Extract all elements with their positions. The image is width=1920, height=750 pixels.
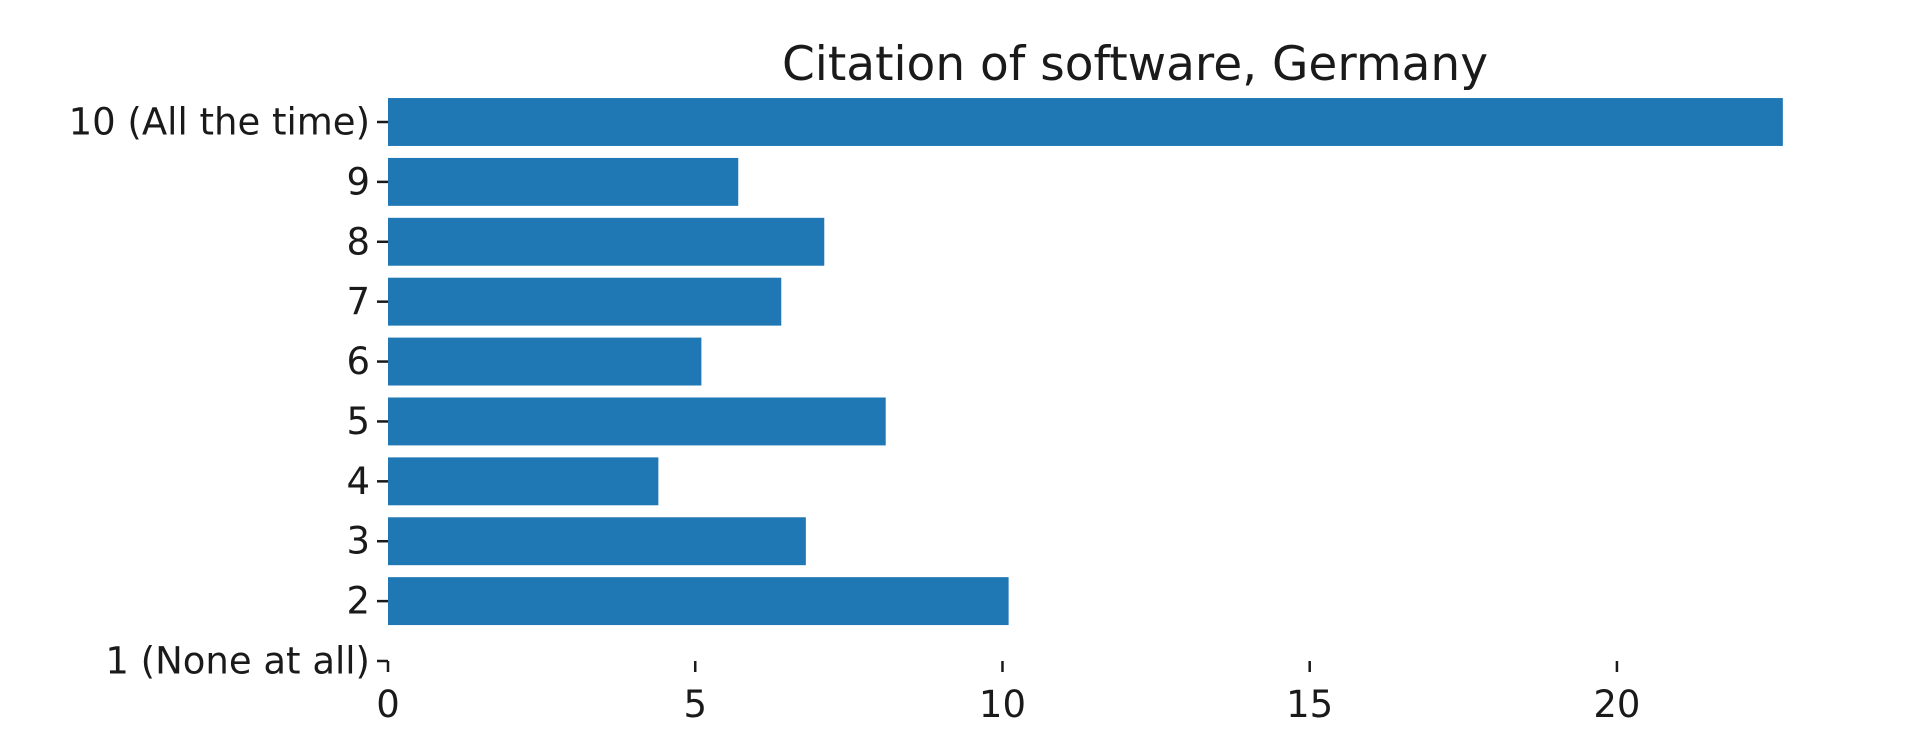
chart-title: Citation of software, Germany <box>782 37 1488 92</box>
x-tick-label: 15 <box>1286 683 1333 726</box>
y-tick-label: 7 <box>346 280 370 323</box>
y-tick-label: 3 <box>346 520 370 563</box>
bar-7 <box>388 277 782 326</box>
y-axis: 1 (None at all) 2 3 4 5 6 7 8 9 10 (All the time) <box>69 101 388 683</box>
x-tick-label: 5 <box>683 683 707 726</box>
bar-8 <box>388 217 825 266</box>
bar-10 <box>388 98 1783 146</box>
y-tick-label: 4 <box>346 460 370 503</box>
y-tick-label: 1 (None at all) <box>105 640 370 683</box>
bar-5 <box>388 397 886 446</box>
bars-group <box>388 98 1783 626</box>
bar-3 <box>388 517 806 566</box>
bar-6 <box>388 337 702 386</box>
x-tick-label: 10 <box>979 683 1026 726</box>
bar-2 <box>388 577 1009 626</box>
x-tick-label: 20 <box>1593 683 1640 726</box>
y-tick-label: 6 <box>346 340 370 383</box>
y-tick-label: 5 <box>346 400 370 443</box>
y-tick-label: 9 <box>346 160 370 203</box>
bar-9 <box>388 157 739 206</box>
bar-4 <box>388 457 659 506</box>
y-tick-label: 2 <box>346 580 370 623</box>
y-tick-label: 8 <box>346 220 370 263</box>
y-tick-label: 10 (All the time) <box>69 101 370 144</box>
x-tick-label: 0 <box>376 683 400 726</box>
x-axis: 0 5 10 15 20 <box>376 661 1640 726</box>
